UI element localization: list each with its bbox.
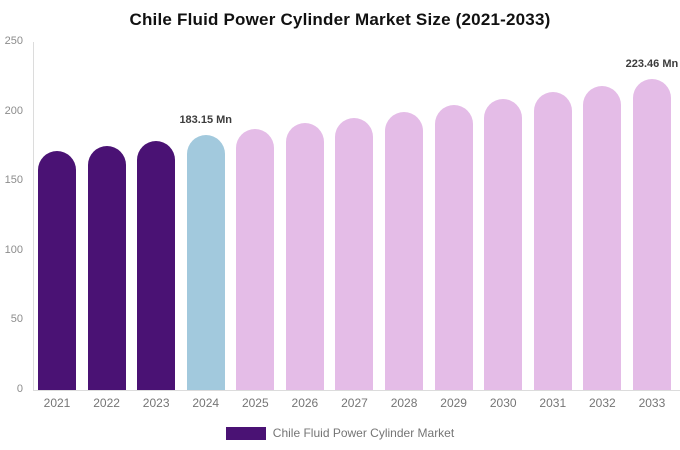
- bars-container: 183.15 Mn 223.46 Mn: [38, 42, 678, 390]
- bar-2026[interactable]: [285, 123, 324, 390]
- bar-slot-2030: [484, 42, 523, 390]
- x-axis-labels: 2021 2022 2023 2024 2025 2026 2027 2028 2029 2030…: [38, 396, 671, 410]
- bar-2021[interactable]: [38, 151, 76, 390]
- x-label-2026: 2026: [291, 396, 319, 410]
- bar-slot-2022: [87, 42, 126, 390]
- bar-2024[interactable]: [186, 135, 225, 390]
- bar-slot-2032: [583, 42, 622, 390]
- bar-2025[interactable]: [236, 129, 275, 390]
- bar-2033[interactable]: [632, 78, 671, 390]
- bar-slot-2029: [434, 42, 473, 390]
- bar-slot-2024: 183.15 Mn: [179, 42, 232, 390]
- y-axis-line: [33, 42, 34, 391]
- bar-2023[interactable]: [137, 140, 176, 390]
- bar-2027[interactable]: [335, 117, 374, 390]
- bar-slot-2028: [385, 42, 424, 390]
- bar-slot-2033: 223.46 Mn: [626, 42, 678, 390]
- x-label-2030: 2030: [489, 396, 517, 410]
- y-tick-50: 50: [10, 313, 23, 326]
- x-label-2033: 2033: [638, 396, 666, 410]
- x-label-2031: 2031: [539, 396, 567, 410]
- y-tick-0: 0: [16, 383, 23, 395]
- x-label-2023: 2023: [142, 396, 170, 410]
- x-label-2028: 2028: [390, 396, 418, 410]
- y-tick-100: 100: [4, 243, 23, 256]
- legend-swatch: [225, 426, 266, 440]
- bar-slot-2021: [38, 42, 76, 390]
- bar-2032[interactable]: [583, 85, 622, 390]
- x-label-2025: 2025: [241, 396, 269, 410]
- x-label-2024: 2024: [192, 396, 220, 410]
- y-tick-200: 200: [4, 104, 23, 117]
- bar-2022[interactable]: [87, 146, 126, 390]
- value-label-2033: 223.46 Mn: [625, 57, 679, 70]
- chart-title: Chile Fluid Power Cylinder Market Size (…: [129, 10, 551, 29]
- legend-item[interactable]: Chile Fluid Power Cylinder Market: [0, 426, 680, 440]
- bar-2028[interactable]: [385, 111, 424, 390]
- bar-slot-2026: [285, 42, 324, 390]
- x-axis-line: [33, 390, 680, 391]
- y-tick-250: 250: [4, 35, 23, 47]
- bar-2029[interactable]: [434, 105, 473, 390]
- bar-2031[interactable]: [533, 92, 572, 390]
- y-tick-150: 150: [4, 174, 23, 187]
- bar-slot-2027: [335, 42, 374, 390]
- legend-label: Chile Fluid Power Cylinder Market: [272, 426, 455, 440]
- x-label-2021: 2021: [43, 396, 71, 410]
- x-label-2032: 2032: [589, 396, 616, 410]
- x-label-2027: 2027: [341, 396, 368, 410]
- bar-slot-2031: [533, 42, 572, 390]
- bar-slot-2025: [236, 42, 275, 390]
- value-label-2024: 183.15 Mn: [179, 114, 233, 127]
- x-label-2022: 2022: [93, 396, 120, 410]
- x-label-2029: 2029: [440, 396, 467, 410]
- bar-slot-2023: [137, 42, 176, 390]
- bar-2030[interactable]: [484, 98, 523, 390]
- y-axis: 0 50 100 150 200 250: [0, 35, 28, 395]
